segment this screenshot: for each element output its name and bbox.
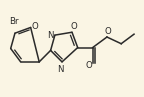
Text: N: N — [57, 65, 64, 74]
Text: O: O — [32, 22, 38, 31]
Text: O: O — [105, 27, 112, 36]
Text: N: N — [47, 31, 53, 40]
Text: O: O — [70, 23, 77, 32]
Text: Br: Br — [9, 17, 18, 26]
Text: O: O — [86, 61, 92, 70]
